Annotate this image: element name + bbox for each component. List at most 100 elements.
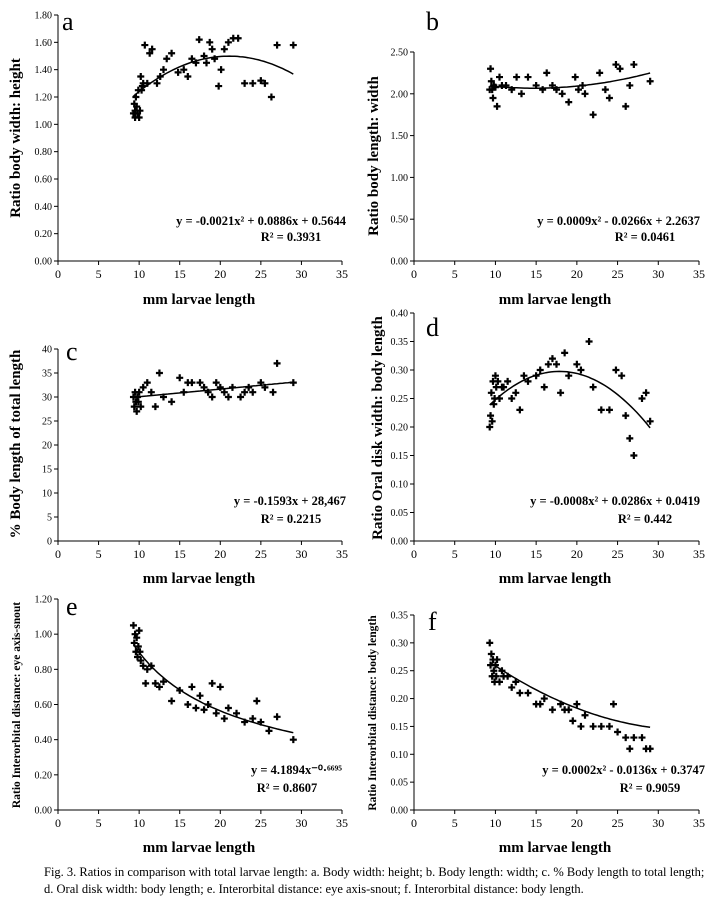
data-point	[143, 665, 151, 673]
panel-letter: c	[66, 337, 78, 366]
data-point	[536, 700, 544, 708]
data-point	[610, 700, 617, 708]
y-tick-label: 1.20	[35, 595, 53, 606]
data-point	[208, 45, 216, 53]
data-point	[596, 69, 604, 77]
data-point	[612, 366, 620, 374]
trend-line	[133, 381, 294, 398]
data-point	[136, 107, 144, 115]
r-squared: R² = 0.442	[618, 512, 672, 526]
data-point	[581, 90, 589, 98]
data-point	[208, 679, 216, 687]
x-tick-label: 0	[411, 816, 417, 830]
y-tick-label: 0.40	[391, 309, 409, 320]
data-point	[233, 709, 241, 717]
data-point	[618, 372, 626, 380]
data-point	[289, 41, 297, 49]
data-point	[249, 715, 257, 723]
trend-equation: y = -0.0008x² + 0.0286x + 0.0419	[530, 494, 700, 508]
x-tick-label: 5	[452, 816, 458, 830]
data-point	[257, 77, 265, 85]
data-point	[273, 713, 281, 721]
data-point	[539, 86, 547, 94]
x-tick-label: 0	[411, 547, 417, 561]
trend-equation: y = 0.0009x² - 0.0266x + 2.2637	[537, 214, 700, 228]
data-point	[558, 90, 566, 98]
data-point	[155, 369, 163, 377]
figure-caption: Fig. 3. Ratios in comparison with total …	[44, 865, 705, 896]
y-tick-label: 0.00	[35, 257, 53, 268]
x-tick-label: 15	[174, 816, 186, 830]
y-tick-label: 35	[42, 369, 52, 380]
data-point	[180, 66, 188, 74]
data-point	[155, 683, 163, 691]
x-tick-label: 35	[693, 547, 705, 561]
x-tick-label: 5	[96, 267, 102, 281]
data-point	[622, 102, 630, 110]
data-point	[487, 77, 495, 85]
data-point	[131, 630, 139, 638]
data-point	[589, 383, 597, 391]
y-tick-label: 5	[47, 513, 52, 524]
y-tick-label: 0.35	[391, 337, 409, 348]
data-point	[487, 412, 495, 420]
data-point	[646, 745, 654, 753]
y-tick-label: 0.60	[35, 175, 53, 186]
data-point	[487, 389, 495, 397]
trend-line	[489, 370, 651, 429]
y-tick-label: 25	[42, 417, 52, 428]
x-tick-label: 10	[489, 547, 501, 561]
y-tick-label: 0.20	[35, 229, 53, 240]
data-point	[142, 679, 150, 687]
x-tick-label: 20	[214, 267, 226, 281]
data-point	[626, 434, 634, 442]
data-point	[504, 377, 512, 385]
data-point	[134, 398, 142, 406]
x-tick-label: 0	[411, 267, 417, 281]
data-point	[512, 389, 520, 397]
data-point	[638, 734, 646, 742]
data-point	[581, 711, 589, 719]
data-point	[130, 403, 138, 411]
y-tick-label: 0.00	[391, 806, 409, 817]
y-axis-label: Ratio Oral disk width: body length	[370, 315, 386, 539]
data-point	[133, 103, 141, 111]
data-point	[496, 73, 503, 81]
x-tick-label: 20	[214, 547, 226, 561]
x-tick-label: 35	[336, 267, 348, 281]
data-point	[208, 393, 216, 401]
data-point	[569, 717, 577, 725]
trend-line	[489, 661, 651, 729]
data-point	[241, 388, 249, 396]
x-tick-label: 10	[489, 816, 501, 830]
y-tick-label: 0.80	[35, 665, 53, 676]
data-point	[212, 709, 220, 717]
data-point	[536, 366, 544, 374]
data-point	[188, 683, 196, 691]
data-point	[220, 45, 228, 53]
chart-panel-b: 0 5 10 15 20 25 30 35 0.00 0.50 1.00 1.50 2.00 2.50 b y…	[366, 7, 705, 308]
data-point	[196, 379, 204, 387]
y-tick-label: 20	[42, 441, 52, 452]
data-point	[163, 55, 171, 63]
trend-line	[133, 55, 294, 97]
data-point	[188, 55, 196, 63]
y-tick-label: 0.20	[391, 694, 409, 705]
r-squared: R² = 0.3931	[261, 230, 322, 244]
data-point	[493, 656, 501, 664]
data-point	[630, 452, 638, 459]
data-point	[565, 98, 573, 106]
data-point	[616, 65, 624, 73]
x-tick-label: 35	[336, 547, 348, 561]
x-tick-label: 35	[693, 267, 705, 281]
data-point	[601, 86, 609, 94]
data-point	[249, 388, 257, 396]
data-point	[626, 81, 634, 89]
x-tick-label: 20	[571, 267, 583, 281]
data-point	[134, 653, 142, 661]
data-point	[200, 383, 208, 391]
y-tick-label: 0.15	[391, 451, 409, 462]
data-point	[139, 662, 147, 670]
x-tick-label: 30	[652, 547, 664, 561]
